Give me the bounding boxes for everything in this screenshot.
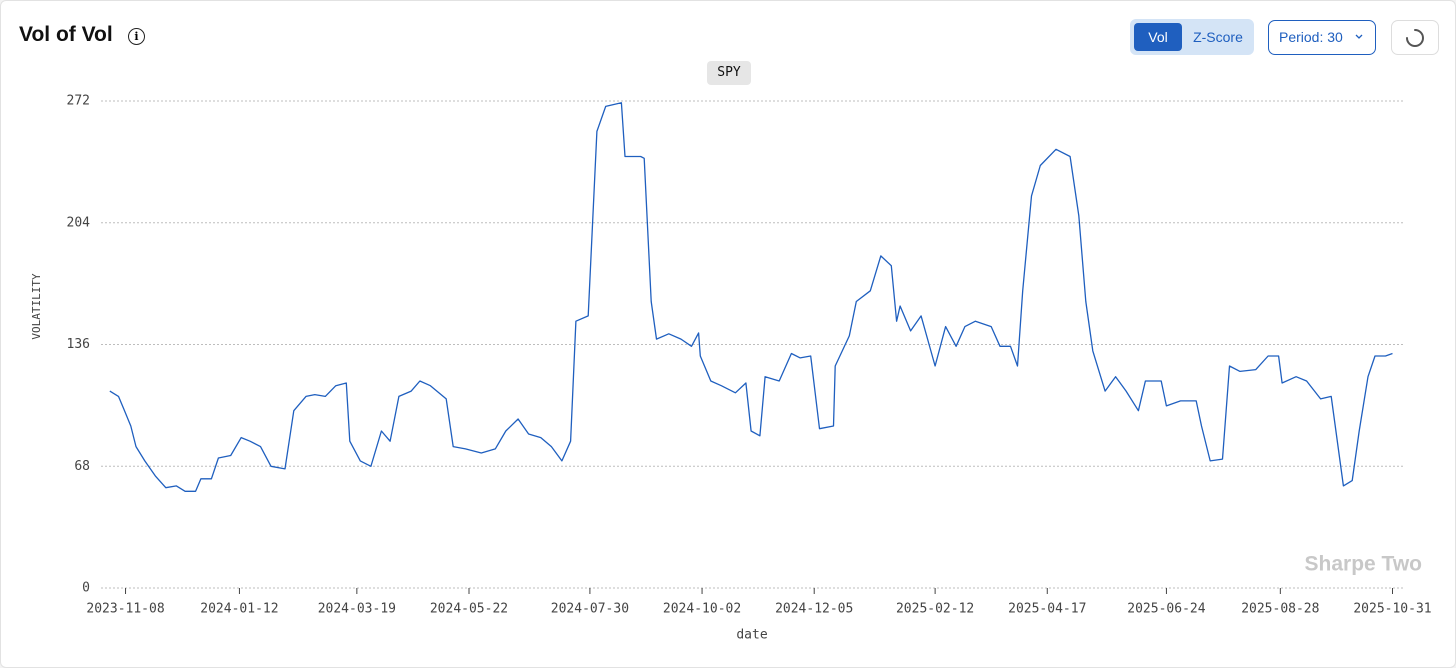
y-tick-label: 0	[82, 581, 90, 596]
x-tick-label: 2025-02-12	[896, 602, 974, 617]
x-tick-label: 2025-06-24	[1127, 602, 1205, 617]
x-tick-label: 2025-10-31	[1353, 602, 1431, 617]
series-badge: SPY	[707, 61, 751, 85]
x-tick-label: 2023-11-08	[86, 602, 164, 617]
title: Vol of Vol	[19, 23, 113, 46]
x-tick-label: 2025-04-17	[1008, 602, 1086, 617]
x-tick-label: 2024-03-19	[318, 602, 396, 617]
x-tick-label: 2024-10-02	[663, 602, 741, 617]
period-label: Period: 30	[1279, 29, 1343, 45]
x-axis-label: date	[736, 628, 767, 643]
y-tick-label: 68	[74, 459, 90, 474]
toggle-button[interactable]: Vol	[1134, 23, 1182, 51]
x-tick-label: 2024-12-05	[775, 602, 853, 617]
line	[109, 102, 1393, 492]
y-tick-label: 272	[67, 94, 90, 109]
toggle-button[interactable]: Z-Score	[1193, 29, 1243, 45]
spinner	[1406, 29, 1424, 47]
y-tick-label: 204	[67, 215, 91, 230]
chevron	[1355, 34, 1363, 39]
x-tick-label: 2025-08-28	[1241, 602, 1319, 617]
x-tick-label: 2024-05-22	[430, 602, 508, 617]
refresh-button[interactable]	[1391, 20, 1439, 55]
info-icon[interactable]: i	[128, 28, 145, 45]
y-axis-label: VOLATILITY	[30, 273, 43, 340]
x-tick-label: 2024-01-12	[200, 602, 278, 617]
watermark: Sharpe Two	[1305, 553, 1422, 576]
toggle-group: Vol Z-Score	[1130, 19, 1254, 55]
period-dropdown[interactable]: Period: 30	[1268, 20, 1376, 55]
x-tick-label: 2024-07-30	[551, 602, 629, 617]
y-tick-label: 136	[67, 337, 90, 352]
